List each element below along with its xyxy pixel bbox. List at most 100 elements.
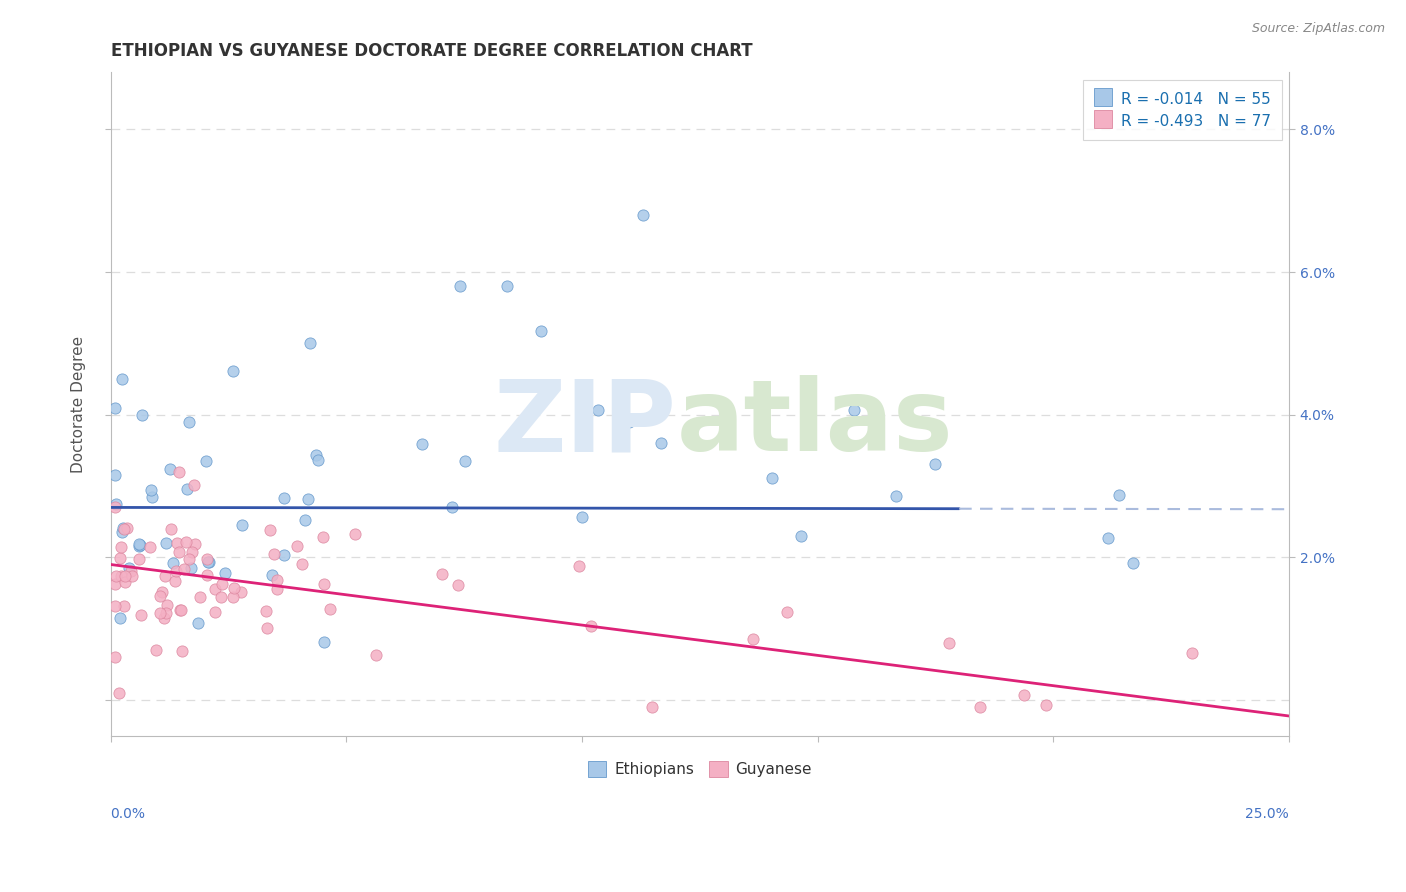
Point — [162, 556, 184, 570]
Point — [104, 467, 127, 482]
Point — [149, 606, 172, 620]
Point — [273, 491, 295, 506]
Point — [112, 599, 135, 613]
Point — [180, 545, 202, 559]
Point — [307, 452, 329, 467]
Point — [343, 527, 366, 541]
Point — [221, 590, 243, 604]
Point — [631, 208, 654, 222]
Point — [183, 478, 205, 492]
Point — [256, 622, 278, 636]
Point — [273, 548, 295, 562]
Text: 0.0%: 0.0% — [111, 807, 146, 821]
Point — [160, 522, 183, 536]
Point — [211, 577, 233, 591]
Point — [180, 561, 202, 575]
Point — [291, 558, 314, 572]
Point — [129, 538, 152, 552]
Point — [209, 590, 232, 604]
Point — [263, 547, 285, 561]
Point — [149, 589, 172, 603]
Point — [170, 644, 193, 658]
Point — [120, 564, 142, 578]
Point — [571, 510, 593, 524]
Point — [254, 603, 277, 617]
Point — [259, 523, 281, 537]
Point — [111, 525, 134, 540]
Point — [588, 403, 610, 417]
Point — [173, 562, 195, 576]
Point — [214, 566, 236, 580]
Point — [115, 521, 138, 535]
Point — [145, 642, 167, 657]
Point — [366, 648, 388, 662]
Point — [884, 489, 907, 503]
Point — [650, 435, 672, 450]
Point — [110, 568, 132, 582]
Point — [131, 409, 153, 423]
Point — [318, 602, 340, 616]
Point — [165, 564, 187, 578]
Point — [166, 535, 188, 549]
Point — [266, 573, 288, 587]
Point — [108, 686, 131, 700]
Point — [299, 336, 322, 351]
Point — [153, 569, 176, 583]
Point — [141, 483, 163, 497]
Point — [152, 585, 174, 599]
Point — [262, 567, 284, 582]
Point — [312, 530, 335, 544]
Point — [167, 465, 190, 479]
Point — [297, 491, 319, 506]
Point — [447, 578, 470, 592]
Point — [287, 539, 309, 553]
Point — [169, 545, 191, 559]
Point — [204, 582, 226, 596]
Point — [579, 618, 602, 632]
Point — [266, 582, 288, 596]
Point — [176, 483, 198, 497]
Y-axis label: Doctorate Degree: Doctorate Degree — [72, 335, 86, 473]
Point — [221, 364, 243, 378]
Point — [114, 575, 136, 590]
Text: atlas: atlas — [676, 376, 953, 473]
Point — [312, 635, 335, 649]
Point — [111, 521, 134, 535]
Point — [195, 552, 218, 566]
Point — [139, 541, 162, 555]
Point — [776, 605, 799, 619]
Point — [156, 598, 179, 612]
Point — [229, 585, 252, 599]
Point — [1012, 688, 1035, 702]
Point — [128, 552, 150, 566]
Point — [128, 539, 150, 553]
Point — [924, 457, 946, 471]
Point — [165, 574, 187, 588]
Text: ETHIOPIAN VS GUYANESE DOCTORATE DEGREE CORRELATION CHART: ETHIOPIAN VS GUYANESE DOCTORATE DEGREE C… — [111, 42, 752, 60]
Point — [169, 603, 191, 617]
Point — [105, 497, 128, 511]
Text: ZIP: ZIP — [494, 376, 676, 473]
Point — [938, 636, 960, 650]
Point — [231, 517, 253, 532]
Point — [108, 610, 131, 624]
Point — [110, 540, 132, 554]
Point — [174, 534, 197, 549]
Point — [104, 500, 127, 514]
Point — [790, 528, 813, 542]
Point — [190, 590, 212, 604]
Point — [969, 700, 991, 714]
Point — [118, 561, 141, 575]
Point — [449, 279, 471, 293]
Point — [294, 512, 316, 526]
Point — [495, 279, 517, 293]
Point — [1035, 698, 1057, 713]
Point — [184, 537, 207, 551]
Point — [198, 555, 221, 569]
Point — [1097, 531, 1119, 545]
Text: Source: ZipAtlas.com: Source: ZipAtlas.com — [1251, 22, 1385, 36]
Point — [111, 372, 134, 386]
Point — [187, 615, 209, 630]
Point — [153, 610, 176, 624]
Point — [170, 603, 193, 617]
